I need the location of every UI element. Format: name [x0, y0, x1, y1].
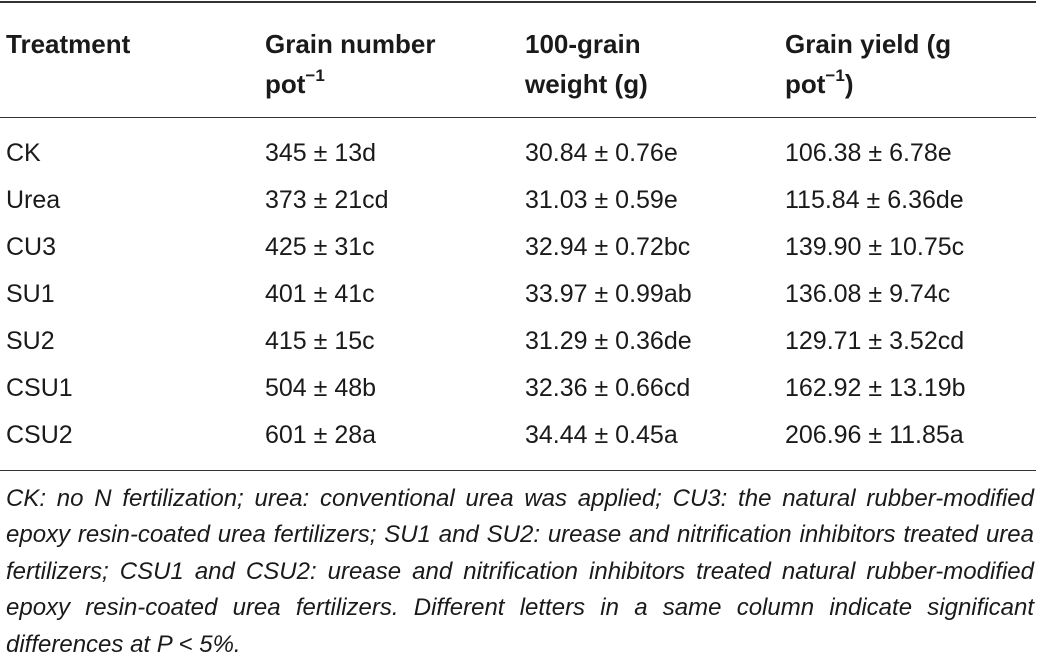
cell-grain-number: 415 ± 15c — [265, 327, 375, 355]
header-grain-weight: 100-grain weight (g) — [525, 24, 648, 104]
cell-grain-weight: 34.44 ± 0.45a — [525, 421, 678, 449]
cell-grain-yield: 136.08 ± 9.74c — [785, 280, 951, 308]
header-grain-weight-line1: 100-grain — [525, 29, 641, 59]
cell-grain-yield: 106.38 ± 6.78e — [785, 139, 952, 167]
cell-grain-yield: 129.71 ± 3.52cd — [785, 327, 965, 355]
header-rule — [0, 117, 1036, 118]
table-footnote: CK: no N fertilization; urea: convention… — [6, 485, 1034, 658]
header-grain-yield-tail: ) — [844, 69, 854, 99]
cell-treatment: CSU1 — [6, 374, 73, 402]
cell-grain-yield: 162.92 ± 13.19b — [785, 374, 966, 402]
cell-treatment: Urea — [6, 186, 61, 214]
cell-treatment: SU2 — [6, 327, 55, 355]
table-row: Urea 373 ± 21cd 31.03 ± 0.59e 115.84 ± 6… — [0, 178, 1036, 225]
cell-grain-number: 401 ± 41c — [265, 280, 375, 308]
cell-grain-weight: 31.03 ± 0.59e — [525, 186, 678, 214]
table-row: SU2 415 ± 15c 31.29 ± 0.36de 129.71 ± 3.… — [0, 319, 1036, 366]
table-row: CK 345 ± 13d 30.84 ± 0.76e 106.38 ± 6.78… — [0, 131, 1036, 178]
header-treatment: Treatment — [6, 24, 130, 64]
header-grain-yield-sup: −1 — [825, 66, 845, 86]
header-grain-number-line2: pot — [265, 69, 306, 99]
table-row: CU3 425 ± 31c 32.94 ± 0.72bc 139.90 ± 10… — [0, 225, 1036, 272]
cell-grain-yield: 206.96 ± 11.85a — [785, 421, 964, 449]
cell-grain-number: 504 ± 48b — [265, 374, 377, 402]
cell-treatment: CSU2 — [6, 421, 73, 449]
table-row: CSU2 601 ± 28a 34.44 ± 0.45a 206.96 ± 11… — [0, 413, 1036, 460]
header-grain-yield-line2: pot — [785, 69, 826, 99]
cell-grain-weight: 30.84 ± 0.76e — [525, 139, 678, 167]
cell-treatment: CU3 — [6, 233, 57, 261]
table-body: CK 345 ± 13d 30.84 ± 0.76e 106.38 ± 6.78… — [0, 131, 1036, 460]
header-grain-number: Grain number pot−1 — [265, 24, 435, 104]
cell-grain-number: 373 ± 21cd — [265, 186, 389, 214]
cell-treatment: CK — [6, 139, 41, 167]
header-grain-number-line1: Grain number — [265, 29, 436, 59]
header-grain-yield-line1: Grain yield (g — [785, 29, 952, 59]
header-grain-yield: Grain yield (g pot−1) — [785, 24, 951, 104]
cell-grain-weight: 31.29 ± 0.36de — [525, 327, 692, 355]
cell-grain-weight: 32.36 ± 0.66cd — [525, 374, 691, 402]
table-row: SU1 401 ± 41c 33.97 ± 0.99ab 136.08 ± 9.… — [0, 272, 1036, 319]
top-rule — [0, 1, 1036, 3]
header-grain-number-sup: −1 — [305, 66, 325, 86]
cell-treatment: SU1 — [6, 280, 55, 308]
cell-grain-yield: 139.90 ± 10.75c — [785, 233, 965, 261]
table-row: CSU1 504 ± 48b 32.36 ± 0.66cd 162.92 ± 1… — [0, 366, 1036, 413]
cell-grain-weight: 32.94 ± 0.72bc — [525, 233, 691, 261]
header-grain-weight-line2: weight (g) — [525, 69, 648, 99]
header-treatment-text: Treatment — [6, 29, 131, 59]
cell-grain-weight: 33.97 ± 0.99ab — [525, 280, 692, 308]
cell-grain-number: 601 ± 28a — [265, 421, 377, 449]
cell-grain-number: 345 ± 13d — [265, 139, 377, 167]
cell-grain-number: 425 ± 31c — [265, 233, 375, 261]
bottom-rule — [0, 470, 1036, 471]
cell-grain-yield: 115.84 ± 6.36de — [785, 186, 964, 214]
